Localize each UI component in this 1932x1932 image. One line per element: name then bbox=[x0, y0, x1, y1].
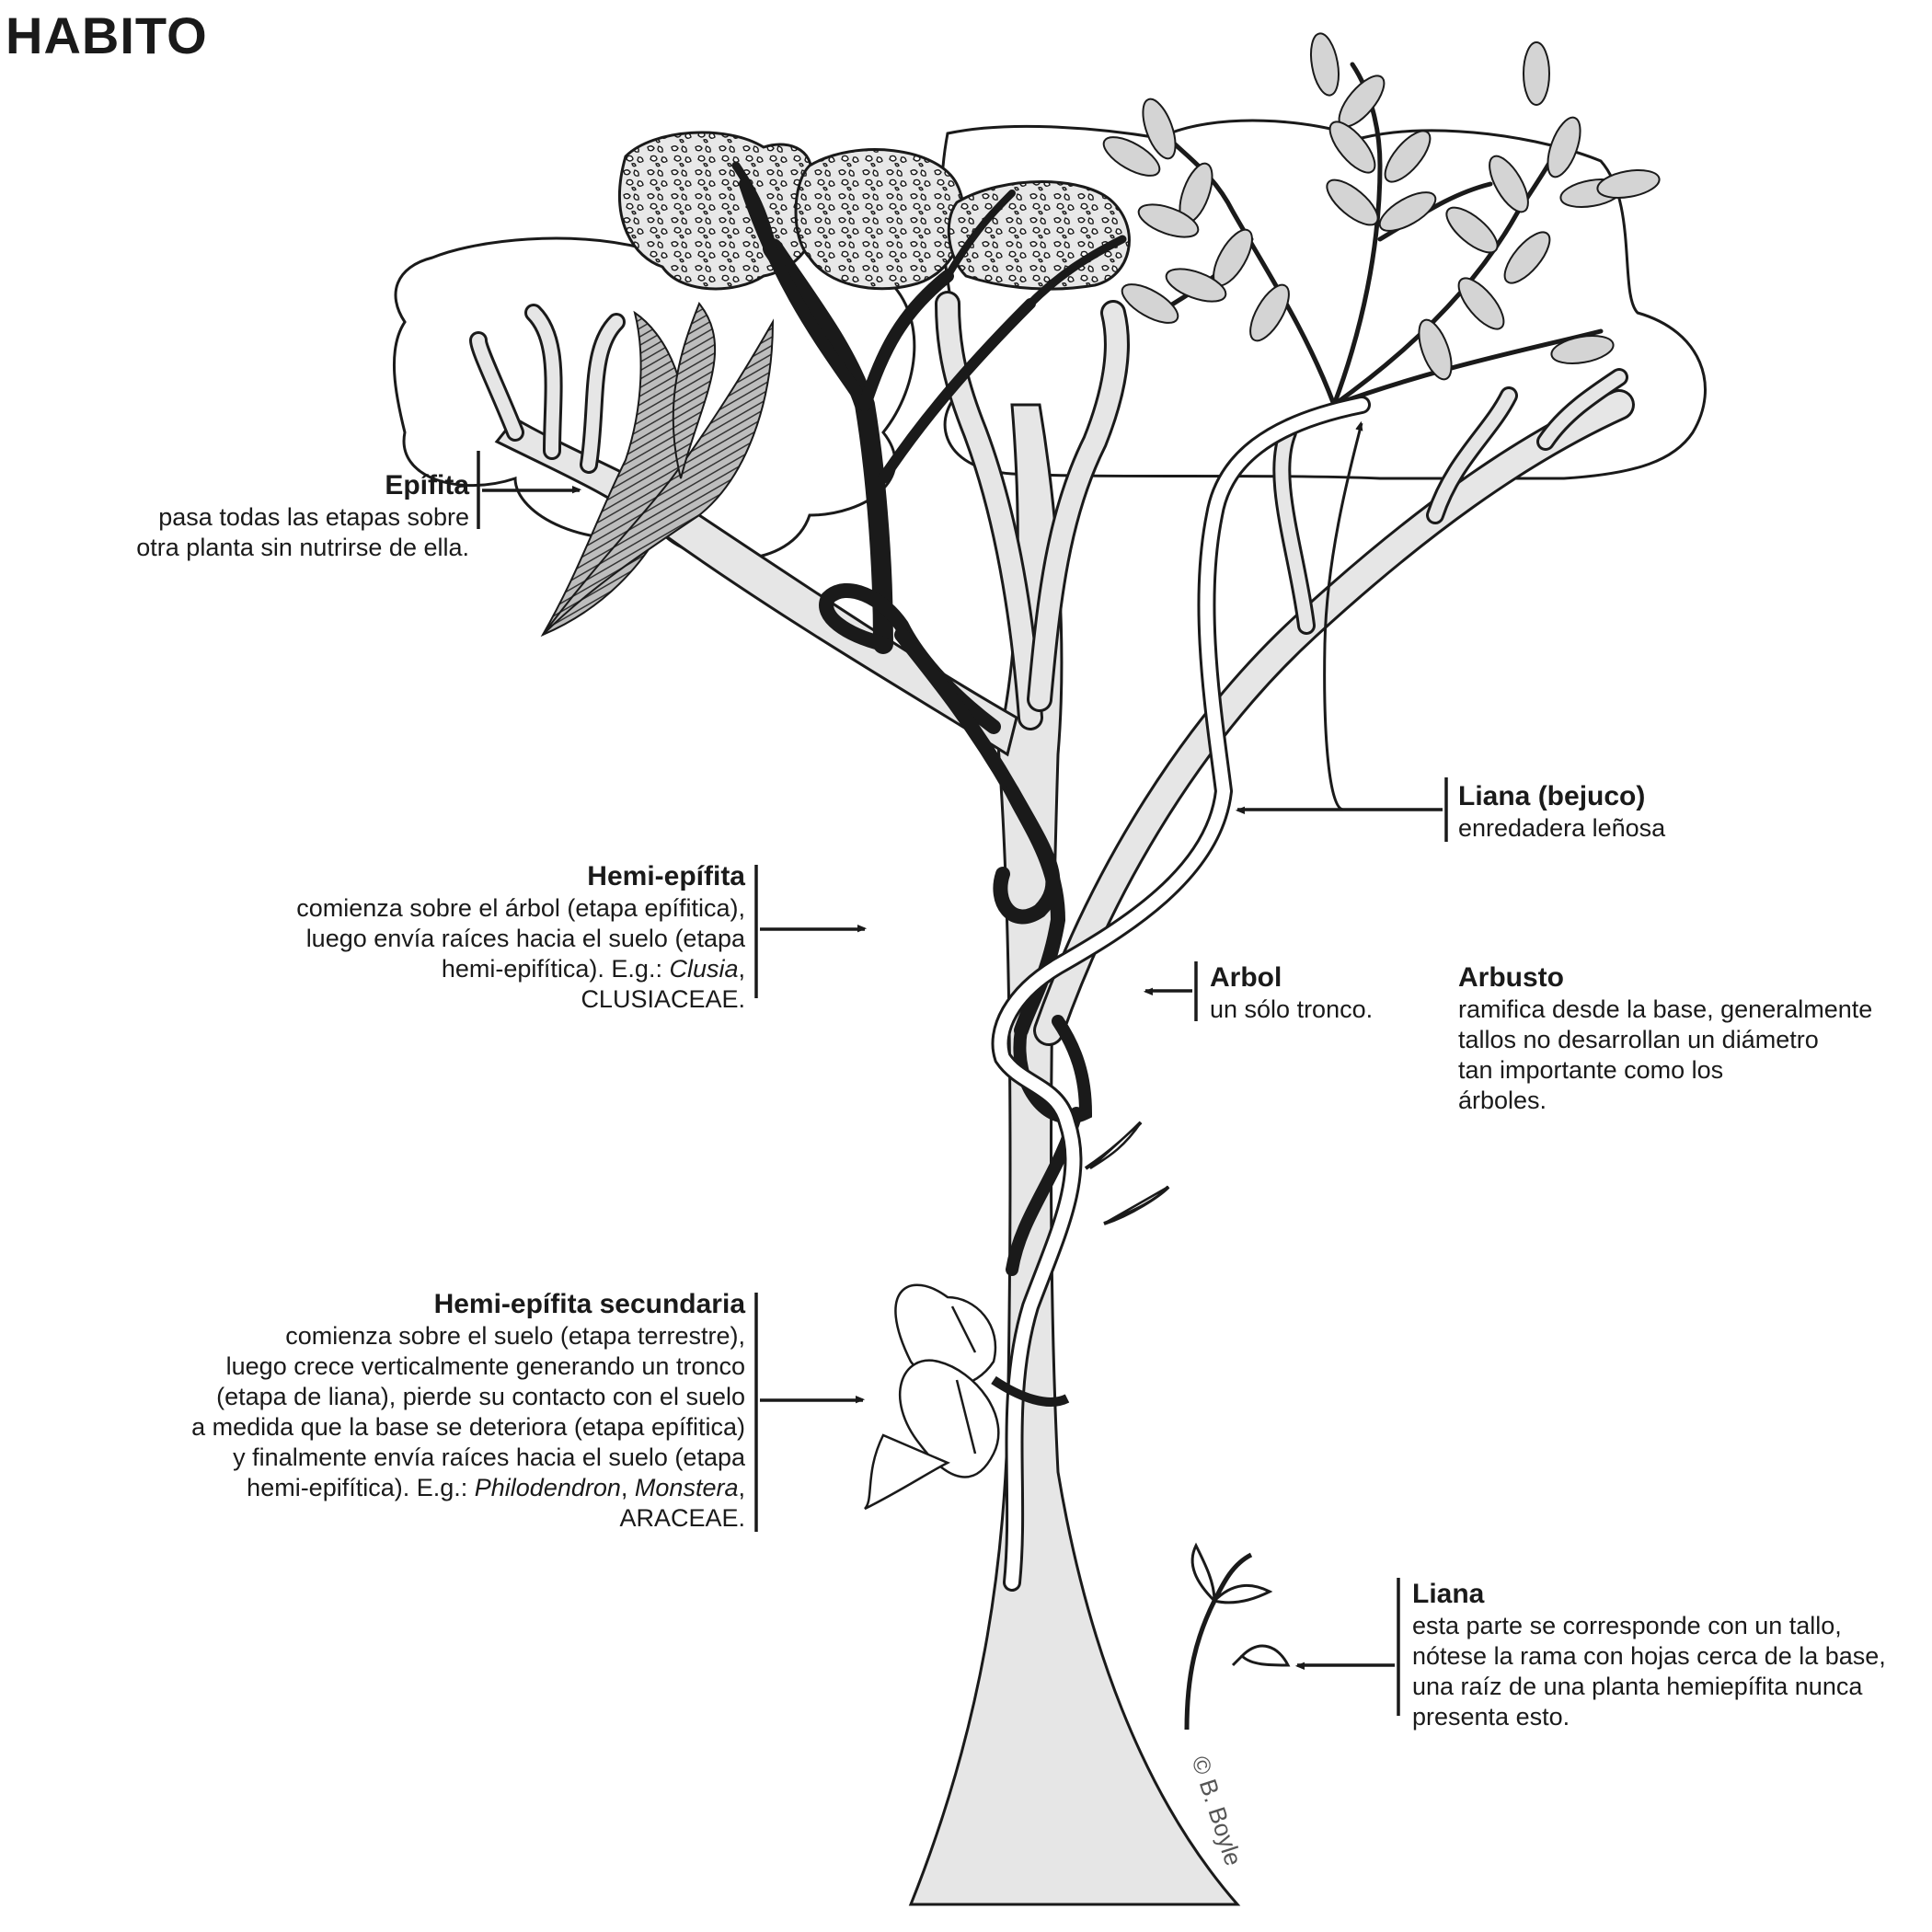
label-liana-heading: Liana bbox=[1412, 1579, 1485, 1609]
label-arbusto-line-4: árboles. bbox=[1458, 1087, 1547, 1114]
label-arbol-heading: Arbol bbox=[1210, 962, 1282, 993]
label-liana-line-4: presenta esto. bbox=[1412, 1703, 1570, 1731]
epiphyte-plant bbox=[540, 302, 775, 638]
callout-lines bbox=[477, 423, 1448, 1716]
label-hemi-secundaria-line-2: luego crece verticalmente generando un t… bbox=[225, 1352, 745, 1380]
label-epifita-line-1: pasa todas las etapas sobre bbox=[158, 503, 469, 531]
label-hemi-secundaria: Hemi-epífita secundaria comienza sobre e… bbox=[191, 1288, 745, 1534]
label-epifita-heading: Epífita bbox=[385, 470, 469, 500]
label-liana-bejuco-heading: Liana (bejuco) bbox=[1458, 781, 1646, 811]
label-hemi-secundaria-line-7: ARACEAE. bbox=[619, 1504, 745, 1532]
label-hemi-epifita-line-3: hemi-epifítica). E.g.: Clusia, bbox=[296, 954, 745, 984]
label-arbusto-line-1: ramifica desde la base, generalmente bbox=[1458, 995, 1873, 1023]
label-hemi-secundaria-line-1: comienza sobre el suelo (etapa terrestre… bbox=[285, 1322, 745, 1350]
label-hemi-epifita-line-2: luego envía raíces hacia el suelo (etapa bbox=[305, 925, 745, 952]
label-arbusto-line-2: tallos no desarrollan un diámetro bbox=[1458, 1026, 1819, 1053]
label-liana: Liana esta parte se corresponde con un t… bbox=[1412, 1578, 1886, 1732]
hemi-secundaria-separator: , bbox=[620, 1474, 635, 1501]
label-arbusto-line-3: tan importante como los bbox=[1458, 1056, 1724, 1084]
label-arbusto-heading: Arbusto bbox=[1458, 962, 1564, 993]
label-epifita: Epífita pasa todas las etapas sobre otra… bbox=[136, 469, 469, 563]
label-hemi-secundaria-line-5: y finalmente envía raíces hacia el suelo… bbox=[233, 1443, 745, 1471]
hemi-secundaria-genus-1: Philodendron bbox=[474, 1474, 621, 1501]
shrub-leaves bbox=[1102, 32, 1661, 381]
hemi-secundaria-genus-2: Monstera bbox=[634, 1474, 739, 1501]
label-liana-bejuco: Liana (bejuco) enredadera leñosa bbox=[1458, 780, 1665, 844]
secondary-hemi-epiphyte-leaves bbox=[863, 1121, 1170, 1511]
label-arbusto: Arbusto ramifica desde la base, generalm… bbox=[1458, 961, 1872, 1116]
liana-base-branch bbox=[1184, 1542, 1291, 1731]
label-arbol-line-1: un sólo tronco. bbox=[1210, 995, 1374, 1023]
label-liana-line-3: una raíz de una planta hemiepífita nunca bbox=[1412, 1673, 1863, 1700]
label-liana-line-1: esta parte se corresponde con un tallo, bbox=[1412, 1612, 1842, 1639]
label-hemi-secundaria-line-3: (etapa de liana), pierde su contacto con… bbox=[216, 1383, 745, 1410]
label-hemi-epifita-line-1: comienza sobre el árbol (etapa epífitica… bbox=[296, 894, 745, 922]
label-hemi-epifita-heading: Hemi-epífita bbox=[587, 861, 745, 891]
tree-trunk bbox=[469, 291, 1635, 1906]
hemi-epifita-eg-text: hemi-epifítica). E.g.: bbox=[441, 955, 670, 983]
label-hemi-secundaria-line-6: hemi-epifítica). E.g.: Philodendron, Mon… bbox=[191, 1473, 745, 1503]
label-hemi-epifita-line-4: CLUSIACEAE. bbox=[581, 985, 745, 1013]
label-hemi-epifita: Hemi-epífita comienza sobre el árbol (et… bbox=[296, 860, 745, 1015]
label-hemi-secundaria-heading: Hemi-epífita secundaria bbox=[433, 1289, 745, 1319]
hemi-epifita-comma: , bbox=[738, 955, 745, 983]
label-arbol: Arbol un sólo tronco. bbox=[1210, 961, 1373, 1025]
page-title: HABITO bbox=[6, 6, 208, 64]
hemi-secundaria-eg-text: hemi-epifítica). E.g.: bbox=[247, 1474, 475, 1501]
label-epifita-line-2: otra planta sin nutrirse de ella. bbox=[136, 534, 469, 561]
hemi-secundaria-comma: , bbox=[738, 1474, 745, 1501]
label-liana-line-2: nótese la rama con hojas cerca de la bas… bbox=[1412, 1642, 1886, 1670]
label-hemi-secundaria-line-4: a medida que la base se deteriora (etapa… bbox=[191, 1413, 745, 1441]
hemi-epifita-genus: Clusia bbox=[669, 955, 739, 983]
label-liana-bejuco-line-1: enredadera leñosa bbox=[1458, 814, 1666, 842]
liana-stem bbox=[991, 396, 1371, 1592]
